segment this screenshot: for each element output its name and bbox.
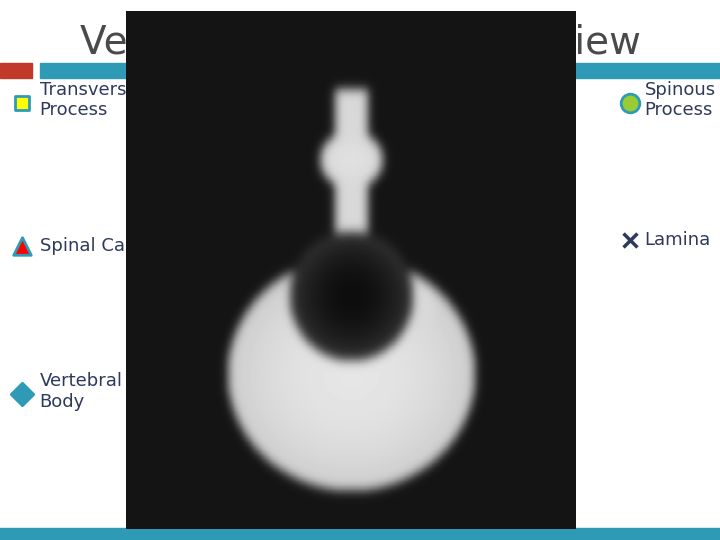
Point bbox=[16, 390, 27, 399]
Text: Spinal Canal: Spinal Canal bbox=[40, 237, 152, 255]
Text: Transverse
Process: Transverse Process bbox=[40, 80, 138, 119]
Text: Vertebral Anatomy- Top View: Vertebral Anatomy- Top View bbox=[80, 24, 640, 62]
Text: Vertebral
Body: Vertebral Body bbox=[40, 372, 122, 411]
Point bbox=[379, 198, 391, 207]
Point bbox=[16, 241, 27, 250]
Point bbox=[156, 231, 168, 239]
Point bbox=[343, 271, 355, 280]
Text: Spinous
Process: Spinous Process bbox=[644, 80, 716, 119]
Point bbox=[343, 114, 355, 123]
Point bbox=[16, 98, 27, 107]
Bar bbox=[0, 63, 32, 78]
Point bbox=[624, 236, 636, 245]
Bar bbox=[40, 63, 720, 78]
Bar bbox=[0, 528, 720, 540]
Text: Lamina: Lamina bbox=[644, 231, 711, 249]
Point bbox=[624, 98, 636, 107]
Point bbox=[343, 360, 355, 369]
